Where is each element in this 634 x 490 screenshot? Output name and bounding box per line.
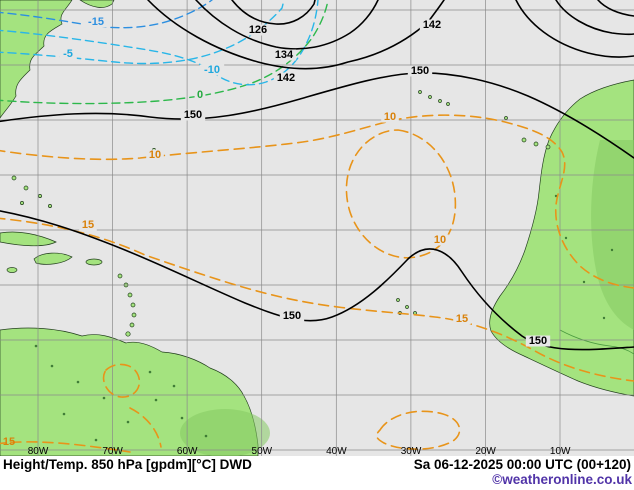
contour-134: [195, 0, 379, 50]
longitude-label: 80W: [28, 446, 49, 456]
contour-label: 15: [3, 436, 15, 448]
contour-label: 15: [82, 219, 94, 231]
island-cuba: [0, 231, 57, 247]
temp-contours-positive: [0, 114, 634, 453]
contour-labels-layer: -15 -10 -5 0 126 134 142 142 150 150 150 150 10 10 10 1…: [3, 16, 571, 456]
island-nova-scotia: [79, 0, 115, 8]
temp-contour-zero: [0, 0, 329, 105]
landmasses: [0, 0, 634, 456]
terrain-speckles: [34, 194, 614, 442]
label-halo: [279, 310, 305, 322]
contour-150-south: [0, 210, 634, 351]
label-halo: [194, 89, 206, 101]
contour-label: 150: [529, 335, 547, 347]
graticule: [0, 0, 634, 456]
contour-label: 142: [277, 72, 295, 84]
river-line: [559, 329, 634, 355]
longitude-label: 30W: [401, 446, 422, 456]
footer: Height/Temp. 850 hPa [gpdm][°C] DWD Sa 0…: [0, 456, 634, 490]
contour-label: -15: [88, 16, 104, 28]
label-halo: [199, 64, 225, 76]
map-datetime: Sa 06-12-2025 00:00 UTC (00+120): [413, 457, 631, 472]
contour-150-north: [0, 72, 634, 159]
longitude-label: 70W: [102, 446, 123, 456]
copyright-link[interactable]: ©weatheronline.co.uk: [492, 472, 632, 487]
contour-label: 10: [434, 234, 446, 246]
footer-caption-row: Height/Temp. 850 hPa [gpdm][°C] DWD Sa 0…: [0, 456, 634, 472]
contour-label: 150: [184, 109, 202, 121]
label-halo: [83, 16, 109, 28]
contour-label: 15: [456, 313, 468, 325]
contour-126: [231, 0, 316, 25]
label-halo: [146, 149, 164, 161]
temp-contours-negative: [0, 0, 319, 86]
map-title: Height/Temp. 850 hPa [gpdm][°C] DWD: [3, 457, 252, 472]
africa-interior-shade: [591, 140, 634, 330]
contour-142: [147, 0, 445, 70]
label-halo: [245, 24, 271, 36]
weather-map: -15 -10 -5 0 126 134 142 142 150 150 150 150 10 10 10 1…: [0, 0, 634, 456]
longitude-label: 20W: [475, 446, 496, 456]
contour-label: 134: [275, 49, 294, 61]
temp-contour-minus15: [0, 0, 213, 29]
contour-label: 126: [249, 24, 267, 36]
island-jamaica: [6, 267, 18, 273]
contour-label: 150: [411, 65, 429, 77]
island-hispaniola: [33, 252, 73, 265]
label-halo: [273, 72, 299, 84]
contour-label: 150: [283, 310, 301, 322]
contour-label: 10: [384, 111, 396, 123]
label-halo: [431, 234, 449, 246]
longitude-label: 60W: [177, 446, 198, 456]
label-halo: [271, 49, 297, 61]
label-halo: [79, 219, 97, 231]
label-halo: [180, 109, 206, 121]
longitude-label: 50W: [252, 446, 273, 456]
footer-copyright-row: ©weatheronline.co.uk: [0, 472, 634, 487]
label-halo: [453, 313, 471, 325]
longitude-label: 10W: [550, 446, 571, 456]
contour-label: 0: [197, 89, 203, 101]
contour-label: 142: [423, 19, 441, 31]
label-halo: [419, 19, 445, 31]
label-halo: [381, 111, 399, 123]
label-halo: [59, 48, 77, 60]
contour-label: 10: [149, 149, 161, 161]
label-halo: [407, 65, 433, 77]
island-madeira: [504, 116, 508, 120]
height-contours: [0, 0, 634, 351]
longitude-label: 40W: [326, 446, 347, 456]
label-halo: [525, 335, 551, 347]
contour-label: -10: [204, 64, 220, 76]
contour-label: -5: [63, 48, 73, 60]
island-puerto-rico: [85, 258, 103, 266]
